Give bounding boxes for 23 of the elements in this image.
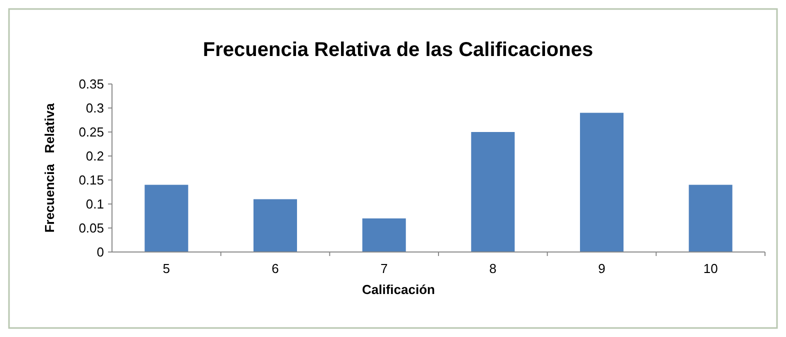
bar	[580, 112, 624, 252]
x-tick-label: 8	[489, 261, 497, 276]
bar	[471, 132, 515, 252]
y-tick-label: 0.15	[78, 172, 104, 188]
y-tick-label: 0.35	[78, 76, 104, 92]
chart-title: Frecuencia Relativa de las Calificaciones	[202, 39, 594, 61]
bar	[144, 184, 188, 252]
y-axis-title: Frecuencia Relativa	[42, 102, 57, 233]
y-tick-label: 0	[96, 244, 104, 260]
x-tick-label: 5	[162, 261, 170, 276]
bar	[688, 184, 732, 252]
bar	[362, 218, 406, 252]
y-tick-label: 0.25	[78, 124, 104, 140]
x-axis-title: Calificación	[362, 282, 436, 297]
y-tick-label: 0.1	[86, 196, 104, 212]
x-tick-label: 9	[598, 261, 606, 276]
y-tick-label: 0.05	[78, 220, 104, 236]
y-tick-label: 0.3	[86, 100, 104, 116]
bar	[253, 199, 298, 252]
x-tick-label: 6	[272, 261, 279, 276]
x-tick-label: 7	[380, 261, 388, 276]
y-tick-label: 0.2	[86, 148, 104, 164]
x-tick-label: 10	[703, 261, 718, 276]
